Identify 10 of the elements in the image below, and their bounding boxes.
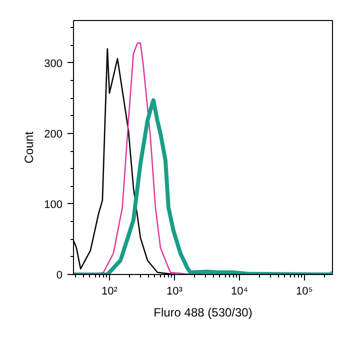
x-tick-label: 10² <box>101 286 118 298</box>
x-tick-label: 10³ <box>166 286 183 298</box>
y-axis-title: Count <box>22 130 36 164</box>
y-tick-label: 200 <box>44 128 63 140</box>
x-tick-label: 10⁵ <box>296 286 313 298</box>
y-tick-label: 300 <box>44 58 63 70</box>
y-tick-label: 0 <box>56 270 63 282</box>
x-tick-label: 10⁴ <box>230 286 248 298</box>
x-axis-title: Fluro 488 (530/30) <box>154 306 252 320</box>
y-tick-label: 100 <box>44 198 63 211</box>
